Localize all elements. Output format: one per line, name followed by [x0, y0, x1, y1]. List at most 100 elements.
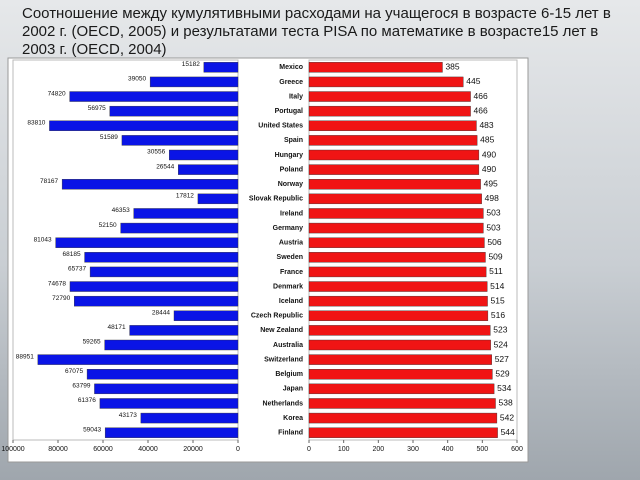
category-label: Ireland [280, 210, 303, 217]
value-label: 498 [485, 193, 499, 203]
x-tick-label: 500 [476, 446, 488, 453]
value-label: 67075 [65, 368, 83, 375]
value-label: 503 [486, 222, 500, 232]
bar [308, 369, 493, 380]
bar [149, 76, 239, 88]
value-label: 52150 [99, 222, 117, 229]
bar [74, 295, 239, 307]
category-label: Korea [283, 415, 303, 422]
bar [308, 222, 484, 234]
bar [308, 295, 488, 307]
x-tick-label: 600 [511, 446, 523, 453]
category-label: Australia [273, 342, 303, 349]
value-label: 74820 [48, 90, 66, 97]
value-label: 68185 [63, 251, 81, 258]
value-label: 56975 [88, 105, 106, 112]
bar [197, 193, 239, 205]
category-label: France [280, 269, 303, 276]
value-label: 514 [490, 281, 504, 291]
bar [133, 208, 239, 219]
x-tick-label: 200 [372, 446, 384, 453]
value-label: 506 [487, 237, 501, 247]
bar [203, 62, 239, 73]
bar [104, 339, 239, 351]
x-tick-label: 60000 [93, 446, 113, 453]
value-label: 466 [474, 91, 488, 101]
value-label: 65737 [68, 266, 86, 273]
bar [109, 105, 239, 117]
bar [173, 310, 239, 321]
category-label: Switzerland [264, 356, 303, 363]
bar [308, 208, 484, 219]
category-label: Italy [289, 93, 303, 100]
category-label: Sweden [277, 254, 303, 261]
value-label: 516 [491, 310, 505, 320]
value-label: 527 [495, 354, 509, 364]
bar [308, 398, 496, 409]
value-label: 72790 [52, 295, 70, 302]
plot-area [12, 59, 239, 441]
x-tick-label: 400 [442, 446, 454, 453]
x-tick-label: 0 [236, 446, 240, 453]
value-label: 534 [497, 383, 511, 393]
value-label: 490 [482, 149, 496, 159]
bar [308, 193, 482, 205]
x-tick-label: 80000 [48, 446, 68, 453]
bar [308, 91, 471, 102]
bar [308, 354, 492, 365]
category-label: Mexico [279, 64, 303, 71]
bar [49, 120, 239, 131]
value-label: 529 [495, 368, 509, 378]
bar [308, 164, 480, 175]
bar [308, 237, 485, 248]
bar [37, 354, 239, 365]
category-label: Austria [279, 240, 303, 247]
category-label: New Zealand [260, 327, 303, 334]
x-tick-label: 300 [407, 446, 419, 453]
bar [104, 427, 239, 438]
value-label: 523 [493, 325, 507, 335]
value-label: 39050 [128, 76, 146, 83]
x-tick-label: 40000 [138, 446, 158, 453]
category-label: Hungary [275, 152, 304, 159]
bar [99, 398, 239, 409]
bar [308, 105, 471, 117]
bar [308, 252, 486, 263]
category-label: Belgium [275, 371, 303, 378]
bar [308, 120, 477, 131]
value-label: 485 [480, 135, 494, 145]
bar [84, 252, 239, 263]
bar [308, 135, 478, 146]
value-label: 511 [489, 266, 503, 276]
bar [120, 222, 239, 234]
value-label: 83810 [27, 119, 45, 126]
value-label: 542 [500, 412, 514, 422]
bar [61, 179, 239, 190]
bar [86, 369, 239, 380]
x-tick-label: 100 [338, 446, 350, 453]
value-label: 78167 [40, 178, 58, 185]
category-label: United States [258, 123, 303, 130]
value-label: 43173 [119, 412, 137, 419]
value-label: 445 [466, 76, 480, 86]
bar [308, 310, 489, 321]
bar [129, 325, 239, 336]
value-label: 538 [499, 398, 513, 408]
category-label: Iceland [279, 298, 303, 305]
bar [89, 266, 239, 278]
category-label: Germany [273, 225, 303, 232]
value-label: 59043 [83, 426, 101, 433]
category-label: Japan [283, 386, 303, 393]
bar [308, 325, 491, 336]
value-label: 466 [474, 105, 488, 115]
value-label: 15182 [182, 61, 200, 68]
bar [308, 149, 480, 161]
bar [308, 62, 443, 73]
value-label: 88951 [16, 353, 34, 360]
category-label: Finland [278, 430, 303, 437]
category-label: Poland [280, 166, 303, 173]
bar [308, 76, 464, 88]
chart-title: Соотношение между кумулятивными расходам… [22, 5, 611, 58]
x-tick-label: 20000 [183, 446, 203, 453]
